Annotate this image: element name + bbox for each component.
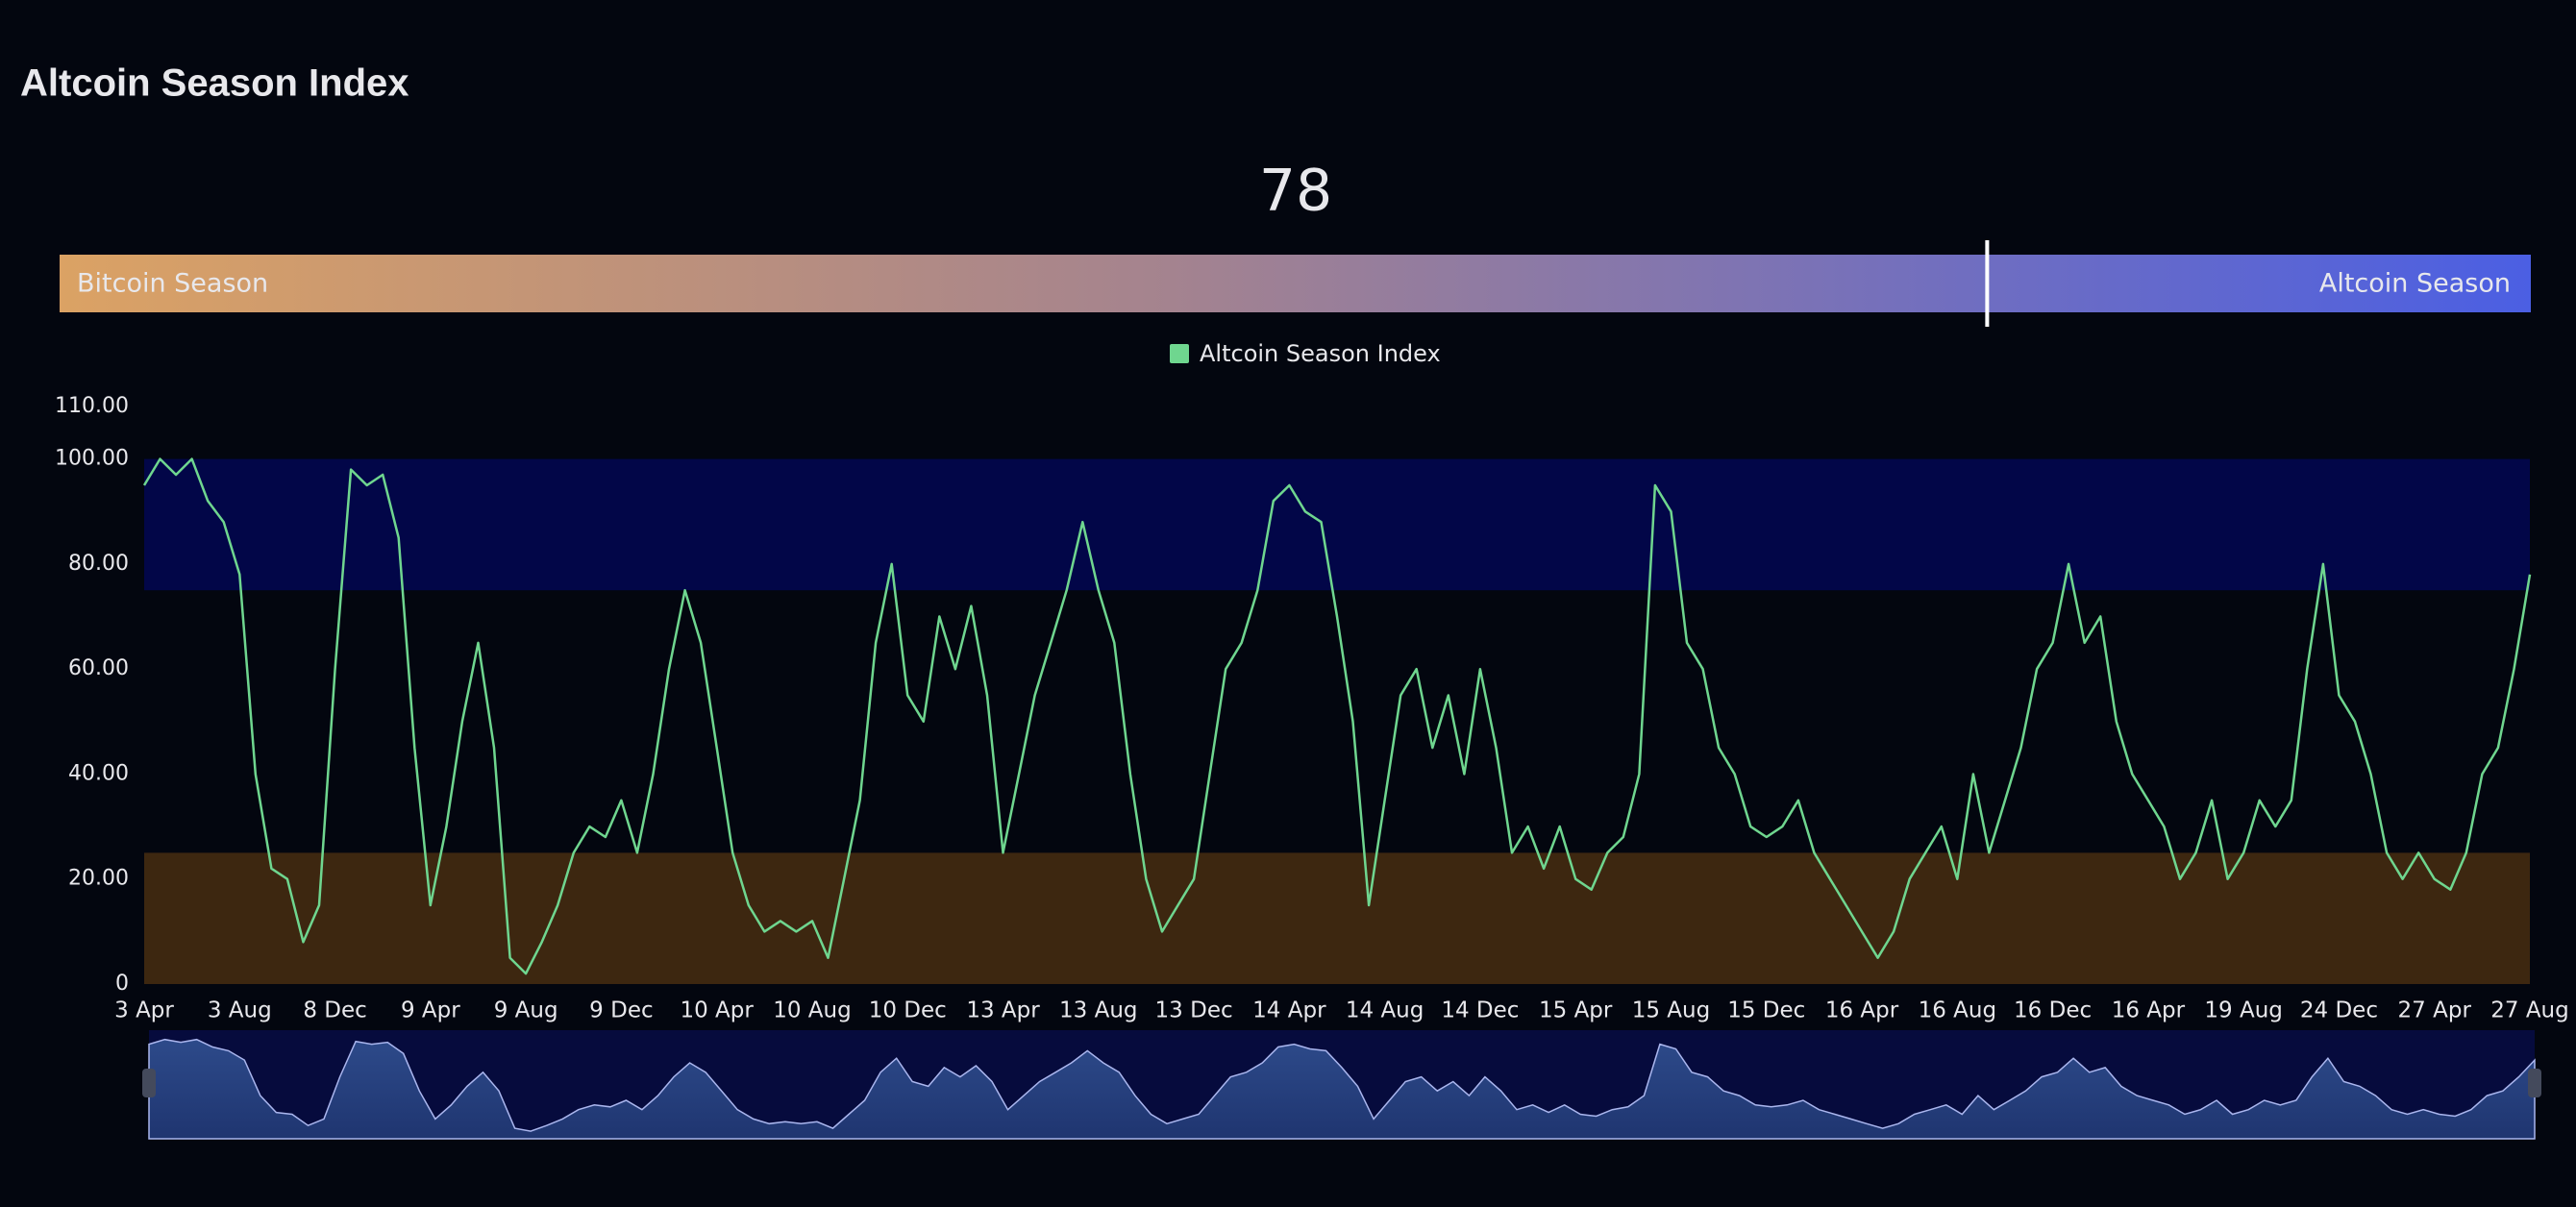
x-tick-label: 15 Aug — [1632, 998, 1711, 1023]
x-tick-label: 15 Apr — [1539, 998, 1613, 1023]
navigator-area — [148, 1038, 2536, 1140]
x-tick-label: 9 Dec — [589, 998, 653, 1023]
x-tick-label: 27 Apr — [2398, 998, 2472, 1023]
x-tick-label: 13 Aug — [1059, 998, 1138, 1023]
legend-label: Altcoin Season Index — [1200, 340, 1441, 367]
x-tick-label: 10 Aug — [773, 998, 852, 1023]
x-tick-label: 10 Dec — [869, 998, 947, 1023]
x-tick-label: 3 Aug — [208, 998, 272, 1023]
x-tick-label: 27 Aug — [2490, 998, 2569, 1023]
x-tick-label: 13 Apr — [966, 998, 1040, 1023]
x-tick-label: 14 Aug — [1346, 998, 1424, 1023]
x-tick-label: 16 Apr — [2112, 998, 2186, 1023]
y-tick-label: 60.00 — [68, 656, 129, 680]
gauge-right-label: Altcoin Season — [2319, 269, 2511, 299]
x-tick-label: 9 Aug — [494, 998, 558, 1023]
x-tick-label: 15 Dec — [1727, 998, 1805, 1023]
page-title: Altcoin Season Index — [20, 62, 409, 105]
x-tick-label: 8 Dec — [303, 998, 366, 1023]
y-tick-label: 40.00 — [68, 761, 129, 785]
y-tick-label: 110.00 — [55, 394, 129, 418]
navigator-handle[interactable] — [2528, 1069, 2541, 1097]
y-tick-label: 100.00 — [55, 447, 129, 471]
x-tick-label: 24 Dec — [2300, 998, 2378, 1023]
band — [144, 852, 2530, 984]
x-tick-label: 3 Apr — [114, 998, 174, 1023]
y-tick-label: 0 — [115, 972, 129, 996]
navigator-handle[interactable] — [142, 1069, 156, 1097]
x-tick-label: 19 Aug — [2204, 998, 2283, 1023]
x-tick-label: 16 Dec — [2014, 998, 2092, 1023]
gauge-bar — [60, 255, 2531, 312]
x-tick-label: 13 Dec — [1155, 998, 1233, 1023]
x-tick-label: 16 Apr — [1825, 998, 1899, 1023]
x-tick-label: 14 Apr — [1252, 998, 1326, 1023]
series-line — [142, 457, 2532, 975]
legend-swatch — [1170, 344, 1189, 363]
gauge-value: 78 — [1259, 158, 1332, 225]
x-tick-label: 9 Apr — [401, 998, 460, 1023]
y-tick-label: 20.00 — [68, 867, 129, 891]
gauge-left-label: Bitcoin Season — [77, 269, 268, 299]
x-tick-label: 10 Apr — [680, 998, 754, 1023]
y-tick-label: 80.00 — [68, 552, 129, 576]
x-tick-label: 16 Aug — [1919, 998, 1997, 1023]
band — [144, 458, 2530, 591]
x-tick-label: 14 Dec — [1441, 998, 1519, 1023]
